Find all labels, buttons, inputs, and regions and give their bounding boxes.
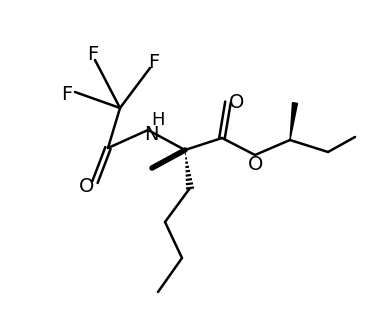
Text: F: F [87, 46, 99, 64]
Text: O: O [79, 177, 95, 196]
Text: O: O [248, 156, 264, 174]
Text: F: F [148, 54, 159, 73]
Text: H: H [151, 111, 165, 129]
Polygon shape [290, 103, 297, 140]
Text: N: N [144, 125, 158, 144]
Text: O: O [229, 94, 245, 113]
Text: F: F [61, 85, 73, 103]
